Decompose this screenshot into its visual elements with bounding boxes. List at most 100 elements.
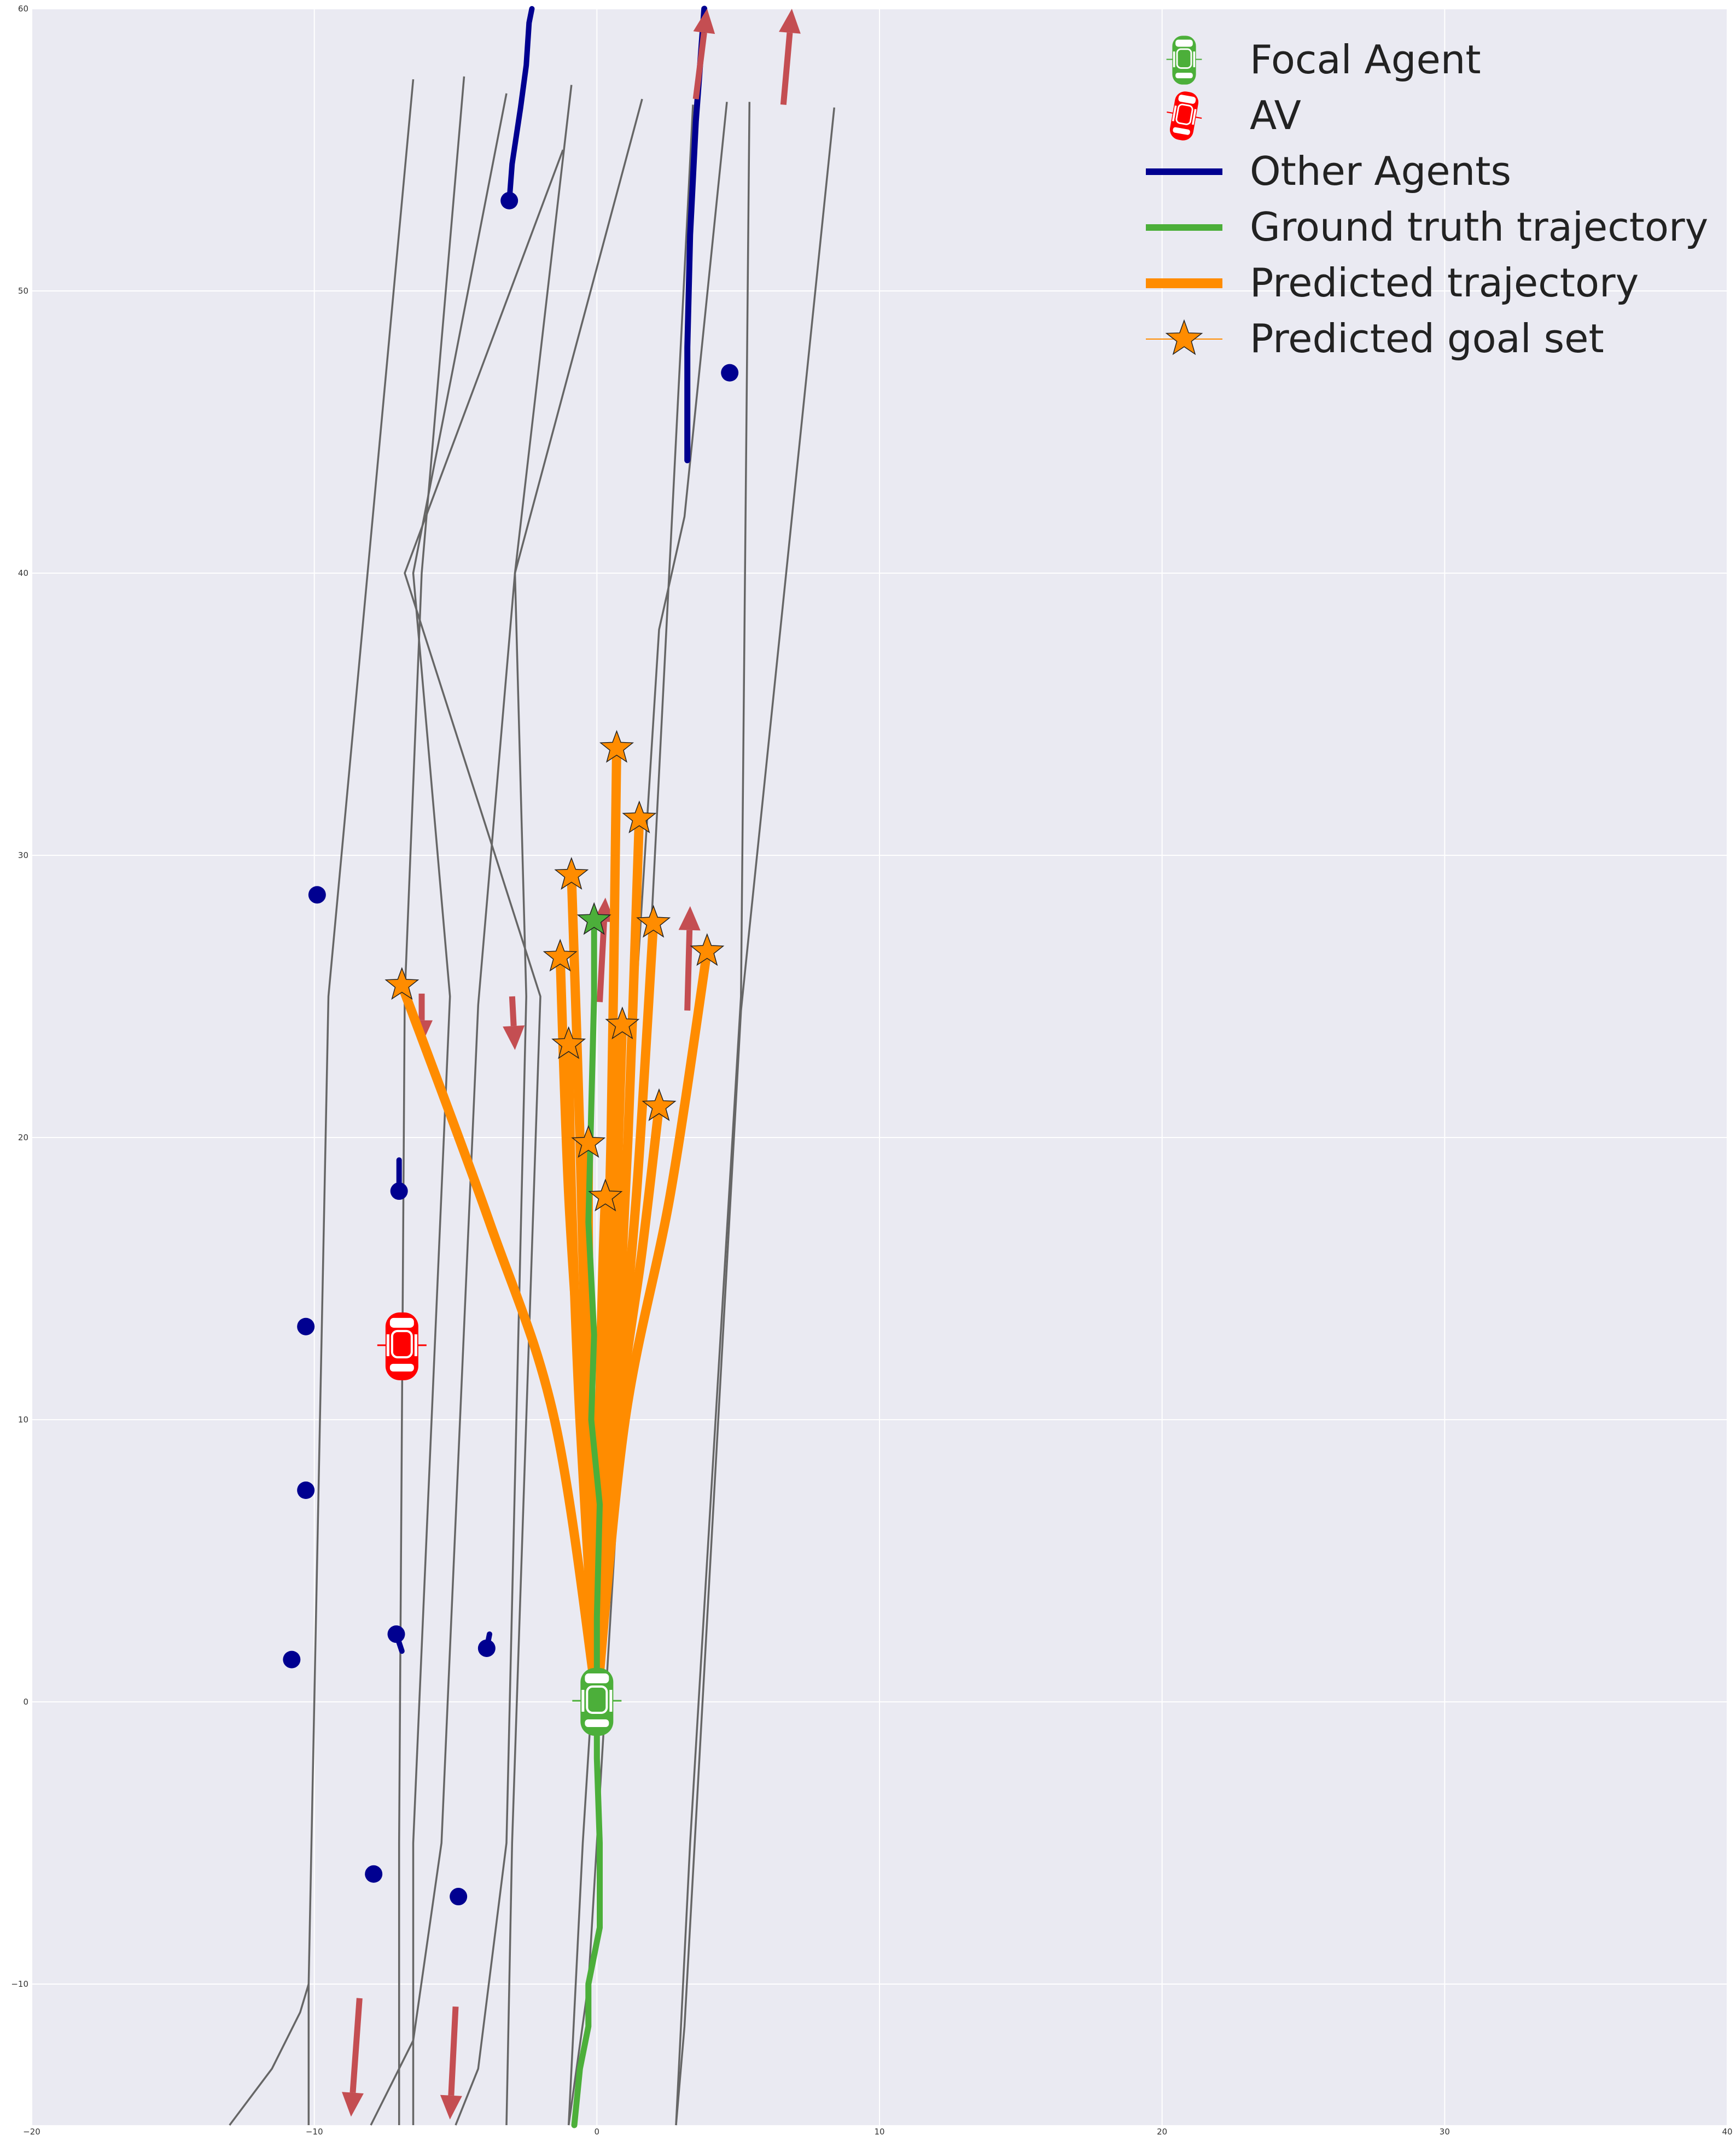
x-tick-label: 30 — [1440, 2127, 1450, 2135]
other-agent-point — [390, 1182, 408, 1200]
other-agent-point — [283, 1650, 301, 1669]
y-tick-label: 10 — [18, 1415, 28, 1425]
car-side-right — [414, 1334, 417, 1356]
car-window-front — [1178, 95, 1196, 104]
other-agent-point — [450, 1888, 468, 1906]
ground-truth-trajectory — [571, 917, 603, 2128]
other-agent-trail — [506, 6, 535, 203]
legend-goal-star — [1165, 319, 1203, 355]
car-roof — [1176, 48, 1192, 69]
lane-line — [675, 107, 836, 2126]
car-window-front — [585, 1673, 609, 1683]
predicted-goal-star — [642, 1088, 677, 1122]
direction-arrow-shaft — [597, 921, 607, 1002]
car-window-rear — [585, 1719, 609, 1727]
direction-arrow-head — [693, 9, 715, 34]
predicted-goal-star — [543, 938, 578, 972]
car-roof — [391, 1329, 413, 1358]
predicted-trajectory-line — [592, 946, 712, 1707]
car-side-left — [386, 1334, 389, 1356]
av-car — [377, 1312, 427, 1380]
car-window-rear — [1175, 73, 1193, 79]
legend-label: AV — [1250, 92, 1301, 138]
car-side-left — [581, 1690, 585, 1712]
ground-truth-goal-star — [576, 902, 611, 935]
lane-line — [455, 98, 643, 2126]
direction-arrow-shaft — [780, 32, 793, 105]
other-agent-point — [308, 886, 326, 904]
direction-arrow-head — [779, 9, 801, 34]
y-tick-label: 40 — [18, 568, 28, 578]
x-tick-label: 10 — [874, 2127, 884, 2135]
direction-arrow-head — [678, 906, 701, 931]
legend-av-car-icon — [1167, 91, 1202, 141]
y-tick-label: 60 — [18, 4, 28, 14]
direction-arrow-shaft — [448, 2006, 459, 2096]
direction-arrow-head — [440, 2095, 462, 2120]
legend-label: Focal Agent — [1250, 37, 1481, 83]
legend-focal-car-icon — [1166, 36, 1202, 85]
predicted-goal-star — [551, 1026, 586, 1059]
direction-arrow-head — [342, 2092, 364, 2117]
vehicles — [377, 1312, 622, 1736]
legend: Focal Agent AV Other Agents Ground truth tr… — [1146, 36, 1708, 361]
car-window-rear — [389, 1363, 414, 1372]
predicted-goal-star — [599, 730, 634, 763]
lane-line — [229, 1984, 310, 2126]
direction-arrow-shaft — [509, 996, 517, 1026]
lane-direction-arrows — [342, 9, 801, 2120]
legend-label: Predicted goal set — [1250, 316, 1604, 361]
other-agent-point — [297, 1481, 315, 1499]
other-agent-point — [297, 1317, 315, 1335]
focal-agent-car — [572, 1668, 622, 1736]
lane-line — [404, 149, 564, 2126]
x-tick-label: 0 — [595, 2127, 600, 2135]
lane-line — [307, 79, 415, 1985]
legend-label: Predicted trajectory — [1250, 260, 1639, 306]
other-agent-point — [721, 364, 739, 382]
predicted-goal-star — [554, 856, 589, 890]
x-tick-label: 40 — [1722, 2127, 1732, 2135]
car-window-front — [1175, 39, 1193, 47]
axis-ticks: −20 −10 0 10 20 30 40 −10 0 10 20 30 40 50 60 — [11, 4, 1732, 2135]
other-agent-point — [500, 191, 519, 209]
x-tick-label: −10 — [306, 2127, 323, 2135]
lane-line — [412, 93, 508, 2125]
direction-arrow-shaft — [349, 1998, 363, 2093]
predicted-goal-set — [385, 730, 725, 1212]
predicted-goal-star — [690, 933, 725, 966]
other-agent-point — [387, 1625, 405, 1643]
legend-label: Other Agents — [1250, 148, 1511, 194]
car-window-front — [389, 1317, 414, 1328]
other-agent-point — [365, 1865, 383, 1883]
car-side-left — [1172, 105, 1177, 121]
legend-label: Ground truth trajectory — [1250, 204, 1708, 250]
y-tick-label: 0 — [23, 1697, 28, 1707]
x-tick-label: 20 — [1157, 2127, 1167, 2135]
predicted-goal-star — [636, 905, 671, 938]
direction-arrow-shaft — [692, 32, 707, 100]
car-roof — [1175, 103, 1193, 125]
predicted-goal-star — [571, 1125, 606, 1158]
lane-line — [370, 85, 573, 2126]
car-side-right — [1193, 51, 1196, 67]
lane-line — [675, 102, 751, 2126]
car-window-rear — [1173, 127, 1190, 135]
direction-arrow-head — [503, 1025, 525, 1051]
lane-line — [567, 102, 728, 2126]
direction-arrow-shaft — [684, 930, 693, 1011]
other-agent-point — [477, 1639, 496, 1657]
predicted-goal-star — [588, 1179, 623, 1212]
ground-truth-line — [571, 917, 603, 2128]
car-side-right — [609, 1690, 613, 1712]
y-tick-label: 20 — [18, 1133, 28, 1142]
predicted-trajectory-line — [397, 980, 602, 1707]
car-side-left — [1173, 51, 1175, 67]
y-tick-label: 30 — [18, 850, 28, 860]
y-tick-label: −10 — [11, 1979, 28, 1989]
car-side-right — [1192, 109, 1197, 125]
predicted-goal-star — [385, 967, 420, 1000]
x-tick-label: −20 — [23, 2127, 40, 2135]
predicted-goal-star — [605, 1006, 640, 1040]
